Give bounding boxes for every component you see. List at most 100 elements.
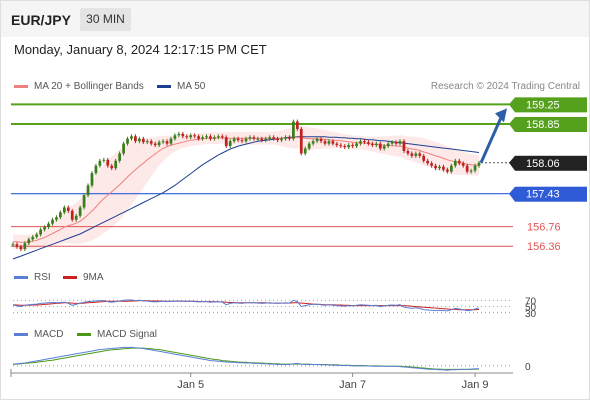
- candle: [252, 137, 256, 139]
- candle: [236, 138, 240, 141]
- forecast-arrow-shaft: [479, 114, 504, 164]
- candle: [449, 165, 453, 172]
- candle: [209, 136, 212, 139]
- candle: [165, 141, 169, 144]
- candle: [43, 227, 46, 230]
- candle: [11, 244, 15, 246]
- candle: [422, 155, 426, 161]
- candle: [276, 138, 279, 141]
- candle: [339, 145, 343, 147]
- candle: [469, 170, 473, 172]
- candle: [442, 166, 445, 170]
- pair-title: EUR/JPY: [11, 12, 71, 28]
- credit-label: Research © 2024 Trading Central: [430, 81, 580, 92]
- candle: [303, 148, 307, 154]
- candle: [335, 143, 339, 146]
- legend-macd-label: MACD: [34, 329, 64, 340]
- candle: [15, 244, 19, 247]
- candle: [197, 136, 200, 139]
- candle: [355, 143, 358, 147]
- candle: [114, 160, 118, 169]
- level-tag-pointer: [509, 117, 515, 132]
- candle: [272, 137, 276, 139]
- candle: [363, 141, 366, 143]
- candle: [359, 141, 362, 144]
- candle: [430, 163, 433, 166]
- candle: [138, 138, 141, 142]
- macd-zero-label: 0: [525, 362, 531, 373]
- candle: [193, 135, 197, 137]
- legend-ma20: MA 20 + Bollinger Bands: [14, 81, 144, 92]
- candle: [347, 145, 351, 148]
- candle: [382, 146, 386, 149]
- candle: [378, 143, 382, 149]
- legend-macd: MACD: [14, 329, 63, 340]
- timeframe-badge[interactable]: 30 MIN: [80, 8, 131, 31]
- legend-ma50: MA 50: [157, 81, 205, 92]
- x-tick-label: Jan 9: [462, 379, 489, 391]
- candle: [268, 137, 272, 139]
- candle: [19, 246, 23, 250]
- candle: [141, 138, 145, 143]
- rsi-level-label: 30: [525, 309, 537, 320]
- level-tag: [515, 97, 587, 113]
- candle: [414, 153, 418, 156]
- candle: [343, 146, 347, 148]
- candle: [264, 138, 268, 141]
- candle: [161, 141, 165, 143]
- level-label: 158.06: [526, 158, 560, 170]
- macd-signal-swatch: [77, 332, 91, 336]
- candle: [473, 165, 477, 171]
- candle: [232, 138, 236, 142]
- candle: [122, 143, 125, 154]
- candle: [453, 160, 457, 166]
- rsi-level-label: 70: [525, 296, 537, 307]
- candle: [406, 151, 410, 154]
- bollinger-band: [13, 125, 479, 250]
- candle: [446, 169, 449, 172]
- level-tag: [515, 117, 587, 132]
- macd-line: [12, 346, 479, 371]
- candle: [331, 141, 335, 144]
- candle: [288, 137, 291, 139]
- level-label: 156.76: [527, 222, 561, 234]
- legend-ma50-label: MA 50: [177, 81, 206, 92]
- candle: [145, 141, 149, 143]
- candle: [327, 141, 331, 144]
- candle: [244, 138, 248, 142]
- candle: [228, 141, 232, 147]
- candle: [106, 159, 110, 166]
- candle: [55, 217, 58, 220]
- candle: [86, 185, 90, 196]
- level-label: 156.36: [527, 241, 561, 253]
- macd-swatch: [14, 332, 28, 336]
- level-tag: [515, 186, 587, 202]
- candle: [256, 138, 260, 140]
- candle: [315, 138, 319, 142]
- legend-macd-signal-label: MACD Signal: [97, 329, 158, 340]
- x-tick-label: Jan 5: [177, 379, 204, 391]
- rsi-level-label: 50: [525, 303, 537, 314]
- candle: [248, 137, 252, 139]
- level-tag-pointer: [509, 186, 515, 202]
- candle: [299, 128, 303, 154]
- candle: [367, 142, 370, 144]
- candle: [477, 162, 481, 166]
- datetime-label: Monday, January 8, 2024 12:17:15 PM CET: [14, 42, 267, 57]
- level-tag-pointer: [509, 155, 515, 171]
- candle: [410, 153, 414, 156]
- candle: [213, 137, 216, 139]
- candle: [47, 223, 50, 228]
- candle: [457, 160, 461, 164]
- candle: [402, 141, 406, 151]
- candle: [134, 136, 137, 142]
- candle: [240, 140, 244, 142]
- candle: [311, 141, 315, 144]
- candle: [110, 165, 114, 169]
- rsi-swatch: [14, 275, 28, 279]
- candle: [82, 195, 86, 208]
- candle: [74, 215, 78, 220]
- legend-rsi-ma-label: 9MA: [83, 272, 104, 283]
